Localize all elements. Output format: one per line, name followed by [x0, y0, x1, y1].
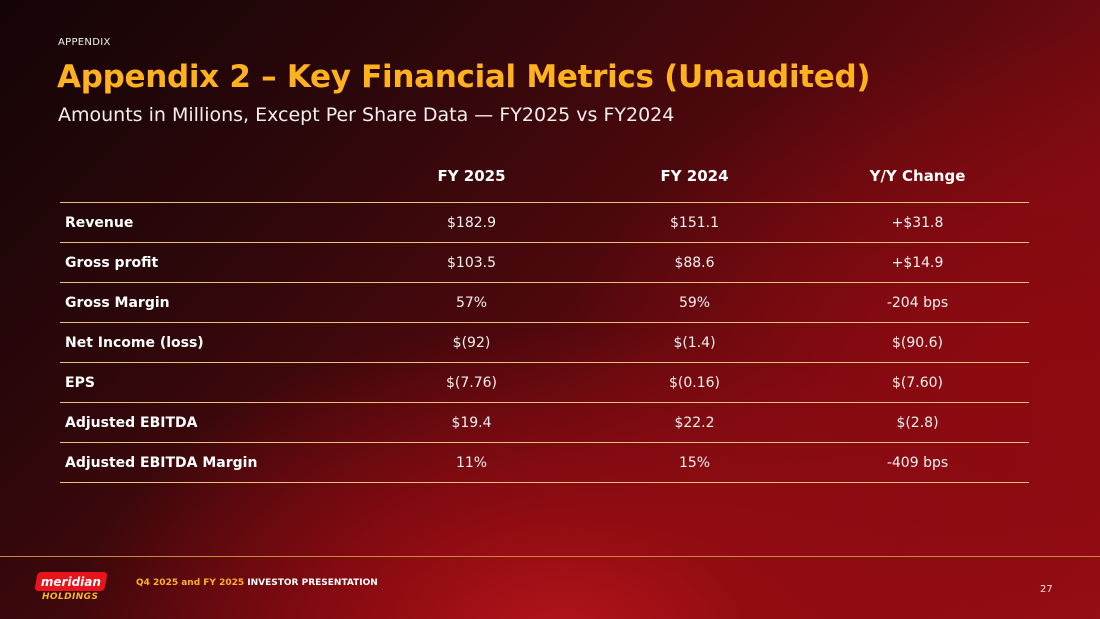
cell-yoy-change: $(7.60): [806, 362, 1029, 403]
page-number: 27: [1040, 584, 1053, 595]
column-header-metric: [60, 150, 360, 203]
cell-yoy-change: +$14.9: [806, 242, 1029, 283]
cell-fy2024: 15%: [583, 442, 806, 483]
row-label: EPS: [60, 362, 360, 403]
cell-fy2024: $22.2: [583, 402, 806, 443]
cell-yoy-change: $(90.6): [806, 322, 1029, 363]
logo-wordmark: meridian: [40, 574, 102, 589]
cell-fy2024: 59%: [583, 282, 806, 323]
cell-fy2025: $103.5: [360, 242, 583, 283]
page-title: Appendix 2 – Key Financial Metrics (Unau…: [57, 59, 871, 95]
cell-fy2024: $88.6: [583, 242, 806, 283]
cell-yoy-change: $(2.8): [806, 402, 1029, 443]
footer-divider: [0, 556, 1100, 557]
cell-yoy-change: -409 bps: [806, 442, 1029, 483]
column-header-yoy-change: Y/Y Change: [806, 150, 1029, 203]
cell-yoy-change: +$31.8: [806, 202, 1029, 243]
table-row: Net Income (loss) $(92) $(1.4) $(90.6): [60, 322, 1029, 363]
table-row: Revenue $182.9 $151.1 +$31.8: [60, 202, 1029, 243]
cell-fy2025: 57%: [360, 282, 583, 323]
row-label: Adjusted EBITDA Margin: [60, 442, 360, 483]
table-header-row: FY 2025 FY 2024 Y/Y Change: [60, 150, 1029, 203]
presentation-type: INVESTOR PRESENTATION: [244, 578, 378, 588]
column-header-fy2024: FY 2024: [583, 150, 806, 203]
cell-fy2025: $19.4: [360, 402, 583, 443]
cell-fy2025: $(92): [360, 322, 583, 363]
company-logo: meridian HOLDINGS: [34, 572, 108, 606]
table-row: Gross Margin 57% 59% -204 bps: [60, 282, 1029, 323]
cell-yoy-change: -204 bps: [806, 282, 1029, 323]
table-row: Adjusted EBITDA $19.4 $22.2 $(2.8): [60, 402, 1029, 443]
presentation-period: Q4 2025 and FY 2025: [136, 578, 245, 588]
cell-fy2025: $182.9: [360, 202, 583, 243]
presentation-label: Q4 2025 and FY 2025 INVESTOR PRESENTATIO…: [136, 578, 378, 588]
cell-fy2024: $(0.16): [583, 362, 806, 403]
table-row: Gross profit $103.5 $88.6 +$14.9: [60, 242, 1029, 283]
row-label: Adjusted EBITDA: [60, 402, 360, 443]
table-row: EPS $(7.76) $(0.16) $(7.60): [60, 362, 1029, 403]
table-row: Adjusted EBITDA Margin 11% 15% -409 bps: [60, 442, 1029, 483]
cell-fy2024: $(1.4): [583, 322, 806, 363]
cell-fy2024: $151.1: [583, 202, 806, 243]
column-header-fy2025: FY 2025: [360, 150, 583, 203]
cell-fy2025: $(7.76): [360, 362, 583, 403]
section-kicker: APPENDIX: [58, 37, 111, 48]
financial-metrics-table: FY 2025 FY 2024 Y/Y Change Revenue $182.…: [60, 150, 1029, 483]
logo-subtext: HOLDINGS: [42, 592, 99, 602]
cell-fy2025: 11%: [360, 442, 583, 483]
row-label: Revenue: [60, 202, 360, 243]
row-label: Gross Margin: [60, 282, 360, 323]
row-label: Net Income (loss): [60, 322, 360, 363]
row-label: Gross profit: [60, 242, 360, 283]
page-subtitle: Amounts in Millions, Except Per Share Da…: [58, 104, 675, 126]
logo-badge: meridian: [34, 572, 108, 591]
